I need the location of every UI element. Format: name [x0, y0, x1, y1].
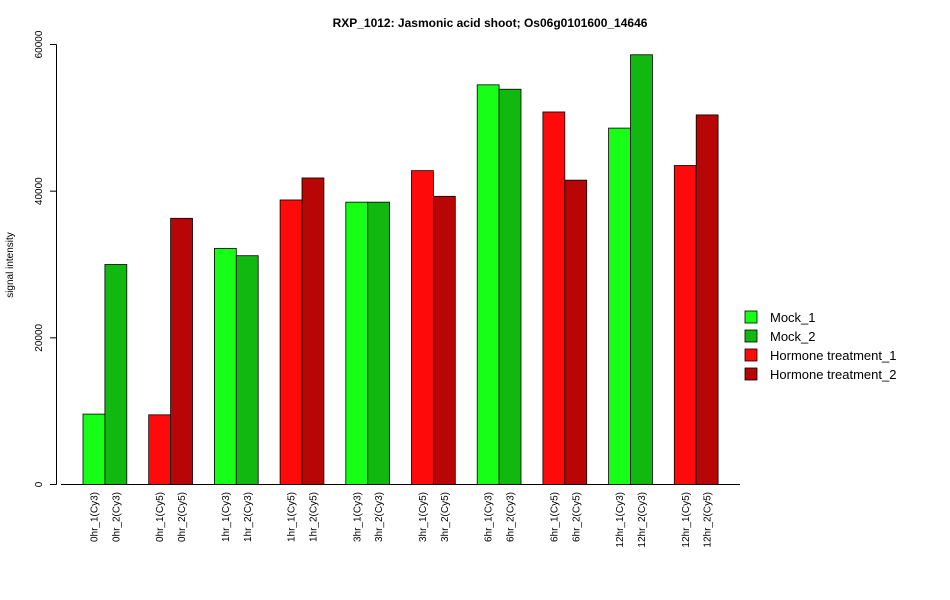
x-tick-label: 12hr_1(Cy3)	[615, 492, 626, 548]
x-tick-label: 6hr_1(Cy3)	[484, 492, 495, 542]
bar	[82, 413, 106, 485]
x-tick-label: 12hr_2(Cy3)	[637, 492, 648, 548]
x-tick-label: 3hr_1(Cy5)	[418, 492, 429, 542]
legend-label: Hormone treatment_2	[770, 367, 896, 382]
x-tick-label: 6hr_2(Cy5)	[571, 492, 582, 542]
x-tick-label: 6hr_1(Cy5)	[549, 492, 560, 542]
bar	[235, 255, 259, 485]
legend-swatch	[744, 329, 758, 343]
x-tick-label: 12hr_1(Cy5)	[681, 492, 692, 548]
bar	[279, 199, 303, 485]
bar	[673, 165, 697, 485]
legend-swatch	[744, 367, 758, 381]
bar	[345, 201, 369, 485]
bar	[170, 217, 193, 485]
x-tick-label: 0hr_2(Cy5)	[177, 492, 188, 542]
bars-group	[82, 54, 719, 485]
bar	[498, 88, 522, 485]
legend-swatch	[744, 348, 758, 362]
legend-label: Mock_2	[770, 329, 816, 344]
bar	[213, 247, 237, 485]
y-tick-label: 60000	[34, 30, 45, 58]
x-tick-label: 0hr_1(Cy5)	[155, 492, 166, 542]
x-tick-label: 1hr_2(Cy3)	[243, 492, 254, 542]
bar	[432, 195, 456, 485]
y-tick-label: 0	[34, 481, 45, 487]
bar	[542, 111, 566, 485]
x-tick-label: 3hr_1(Cy3)	[352, 492, 363, 542]
y-axis: 0 20000 40000 60000	[34, 30, 57, 487]
legend-swatch	[744, 310, 758, 324]
bar	[148, 414, 171, 485]
x-tick-label: 12hr_2(Cy5)	[703, 492, 714, 548]
x-tick-labels: 0hr_1(Cy3) 0hr_2(Cy3) 0hr_1(Cy5) 0hr_2(Cy5)…	[89, 492, 713, 548]
y-axis-label: signal intensity	[5, 232, 16, 298]
x-tick-label: 0hr_2(Cy3)	[111, 492, 122, 542]
x-tick-label: 3hr_2(Cy3)	[374, 492, 385, 542]
bar	[695, 114, 719, 485]
y-tick-label: 20000	[34, 323, 45, 351]
x-tick-label: 6hr_2(Cy3)	[506, 492, 517, 542]
x-tick-label: 1hr_1(Cy5)	[287, 492, 298, 542]
bar	[608, 127, 631, 485]
bar	[301, 177, 325, 485]
bar	[367, 201, 391, 485]
chart-title: RXP_1012: Jasmonic acid shoot; Os06g0101…	[333, 16, 648, 30]
legend: Mock_1 Mock_2 Hormone treatment_1 Hormone t…	[744, 310, 896, 382]
bar	[630, 54, 653, 485]
x-tick-label: 0hr_1(Cy3)	[89, 492, 100, 542]
legend-label: Mock_1	[770, 310, 816, 325]
bar	[564, 179, 588, 485]
bar	[476, 84, 500, 485]
x-tick-label: 1hr_2(Cy5)	[308, 492, 319, 542]
x-tick-label: 3hr_2(Cy5)	[440, 492, 451, 542]
bar	[104, 264, 128, 485]
x-tick-label: 1hr_1(Cy3)	[221, 492, 232, 542]
y-tick-label: 40000	[34, 177, 45, 205]
legend-label: Hormone treatment_1	[770, 348, 896, 363]
bar	[411, 170, 434, 485]
